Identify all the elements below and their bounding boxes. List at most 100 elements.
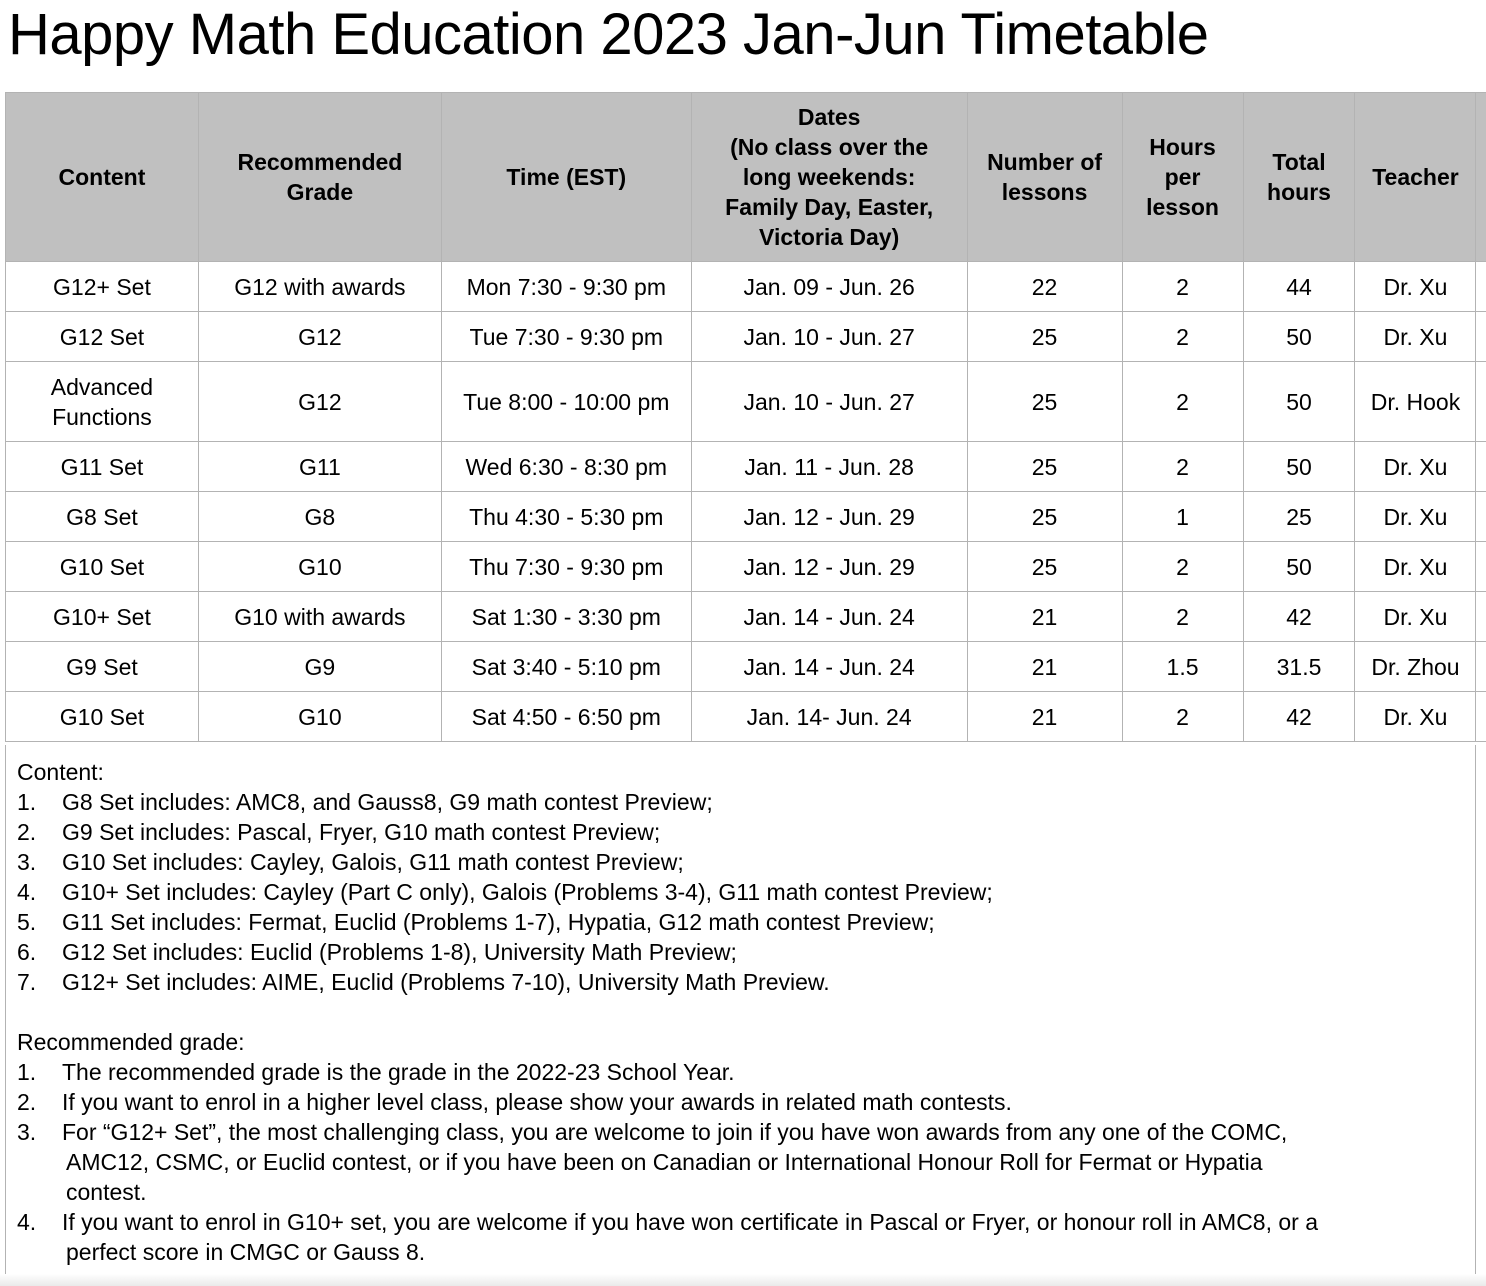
cell-content: G9 Set (5, 641, 199, 692)
cell-total-hours: 42 (1242, 591, 1356, 642)
list-number: 1. (17, 789, 37, 815)
grade-notes-list: 1. The recommended grade is the grade in … (17, 1057, 1475, 1267)
cell-grade: G12 (197, 311, 442, 362)
list-number: 4. (17, 1209, 37, 1235)
list-text: G12+ Set includes: AIME, Euclid (Problem… (62, 969, 830, 995)
header-extra-column (1475, 92, 1486, 262)
content-notes-list: 1. G8 Set includes: AMC8, and Gauss8, G9 … (17, 787, 1475, 997)
header-row: Content Recommended Grade Time (EST) Date… (5, 92, 1486, 262)
cell-total-hours: 42 (1242, 691, 1356, 742)
cell-teacher: Dr. Xu (1354, 691, 1477, 742)
cell-hours-per-lesson: 2 (1121, 541, 1244, 592)
list-number: 4. (17, 879, 37, 905)
cell-teacher: Dr. Xu (1354, 591, 1477, 642)
cell-content: G10 Set (5, 691, 199, 742)
header-teacher: Teacher (1354, 92, 1477, 262)
list-item: 3. G10 Set includes: Cayley, Galois, G11 … (17, 847, 1475, 877)
list-text-continued: perfect score in CMGC or Gauss 8. (66, 1239, 426, 1265)
section-spacer (17, 997, 1475, 1027)
list-item: 4. G10+ Set includes: Cayley (Part C only… (17, 877, 1475, 907)
cell-teacher: Dr. Hook (1354, 361, 1477, 442)
cell-hours-per-lesson: 2 (1121, 691, 1244, 742)
cell-teacher: Dr. Xu (1354, 261, 1477, 312)
header-recommended-grade: Recommended Grade (197, 92, 442, 262)
cell-total-hours: 50 (1242, 541, 1356, 592)
header-dates: Dates (No class over the long weekends: Fam… (690, 92, 968, 262)
list-item: 3. For “G12+ Set”, the most challenging c… (17, 1117, 1475, 1207)
cell-lessons: 25 (966, 491, 1123, 542)
cell-lessons: 25 (966, 541, 1123, 592)
header-time: Time (EST) (440, 92, 692, 262)
cell-dates: Jan. 09 - Jun. 26 (690, 261, 968, 312)
cell-grade: G10 with awards (197, 591, 442, 642)
list-text-continued: AMC12, CSMC, or Euclid contest, or if yo… (66, 1149, 1263, 1175)
cell-time: Wed 6:30 - 8:30 pm (440, 441, 692, 492)
cell-lessons: 21 (966, 691, 1123, 742)
cell-grade: G10 (197, 691, 442, 742)
list-item: 1. The recommended grade is the grade in … (17, 1057, 1475, 1087)
cell-extra (1475, 641, 1486, 692)
list-text: The recommended grade is the grade in th… (62, 1059, 735, 1085)
list-text: G11 Set includes: Fermat, Euclid (Proble… (62, 909, 935, 935)
cell-time: Sat 3:40 - 5:10 pm (440, 641, 692, 692)
cell-grade: G12 (197, 361, 442, 442)
table-row: G12+ Set G12 with awards Mon 7:30 - 9:30… (5, 261, 1486, 312)
cell-content: G10+ Set (5, 591, 199, 642)
cell-hours-per-lesson: 1 (1121, 491, 1244, 542)
list-text-continued: contest. (66, 1179, 147, 1205)
table-row: G9 Set G9 Sat 3:40 - 5:10 pm Jan. 14 - J… (5, 641, 1486, 692)
cell-total-hours: 50 (1242, 311, 1356, 362)
cell-extra (1475, 541, 1486, 592)
cell-time: Sat 4:50 - 6:50 pm (440, 691, 692, 742)
cell-total-hours: 44 (1242, 261, 1356, 312)
cell-total-hours: 50 (1242, 361, 1356, 442)
list-number: 3. (17, 1119, 37, 1145)
cell-extra (1475, 441, 1486, 492)
cell-hours-per-lesson: 2 (1121, 261, 1244, 312)
cell-lessons: 21 (966, 641, 1123, 692)
cell-grade: G8 (197, 491, 442, 542)
list-item: 7. G12+ Set includes: AIME, Euclid (Probl… (17, 967, 1475, 997)
cell-hours-per-lesson: 2 (1121, 591, 1244, 642)
cell-total-hours: 50 (1242, 441, 1356, 492)
cell-hours-per-lesson: 2 (1121, 311, 1244, 362)
cell-content: Advanced Functions (5, 361, 199, 442)
list-text: G12 Set includes: Euclid (Problems 1-8),… (62, 939, 737, 965)
cell-hours-per-lesson: 1.5 (1121, 641, 1244, 692)
cell-dates: Jan. 10 - Jun. 27 (690, 361, 968, 442)
cell-dates: Jan. 11 - Jun. 28 (690, 441, 968, 492)
table-row: G10 Set G10 Sat 4:50 - 6:50 pm Jan. 14- … (5, 691, 1486, 742)
cell-teacher: Dr. Xu (1354, 311, 1477, 362)
list-item: 2. If you want to enrol in a higher level… (17, 1087, 1475, 1117)
cell-time: Tue 8:00 - 10:00 pm (440, 361, 692, 442)
list-item: 4. If you want to enrol in G10+ set, you … (17, 1207, 1475, 1267)
cell-dates: Jan. 14 - Jun. 24 (690, 641, 968, 692)
list-text: For “G12+ Set”, the most challenging cla… (62, 1119, 1288, 1145)
cell-extra (1475, 311, 1486, 362)
cell-time: Sat 1:30 - 3:30 pm (440, 591, 692, 642)
header-hours-per-lesson: Hours per lesson (1121, 92, 1244, 262)
header-content: Content (5, 92, 199, 262)
header-total-hours: Total hours (1242, 92, 1356, 262)
cell-teacher: Dr. Xu (1354, 441, 1477, 492)
cell-teacher: Dr. Xu (1354, 491, 1477, 542)
list-text: G8 Set includes: AMC8, and Gauss8, G9 ma… (62, 789, 713, 815)
cell-extra (1475, 261, 1486, 312)
list-item: 5. G11 Set includes: Fermat, Euclid (Prob… (17, 907, 1475, 937)
list-number: 2. (17, 1089, 37, 1115)
cell-lessons: 22 (966, 261, 1123, 312)
table-row: G12 Set G12 Tue 7:30 - 9:30 pm Jan. 10 -… (5, 311, 1486, 362)
cell-extra (1475, 491, 1486, 542)
content-notes-heading: Content: (17, 759, 104, 785)
cell-time: Thu 7:30 - 9:30 pm (440, 541, 692, 592)
cell-content: G12 Set (5, 311, 199, 362)
table-row: G11 Set G11 Wed 6:30 - 8:30 pm Jan. 11 -… (5, 441, 1486, 492)
notes-box: Content: 1. G8 Set includes: AMC8, and Ga… (5, 745, 1476, 1275)
grade-notes-heading: Recommended grade: (17, 1029, 245, 1055)
page-title: Happy Math Education 2023 Jan-Jun Timeta… (8, 2, 1209, 67)
table-row: G10 Set G10 Thu 7:30 - 9:30 pm Jan. 12 -… (5, 541, 1486, 592)
cell-teacher: Dr. Zhou (1354, 641, 1477, 692)
cell-dates: Jan. 10 - Jun. 27 (690, 311, 968, 362)
list-item: 1. G8 Set includes: AMC8, and Gauss8, G9 … (17, 787, 1475, 817)
cell-content: G12+ Set (5, 261, 199, 312)
